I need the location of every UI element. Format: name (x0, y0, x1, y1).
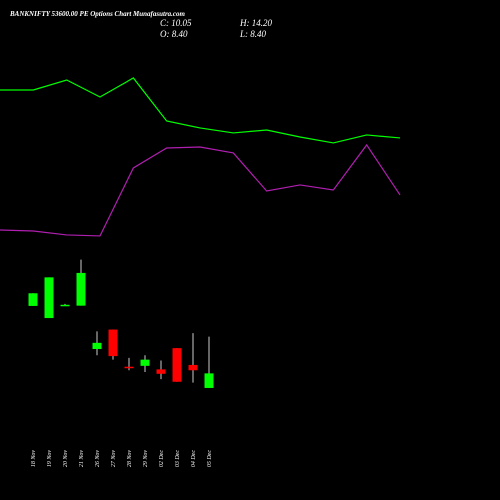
x-tick-label: 21 Nov (79, 450, 85, 468)
x-tick-label: 04 Dec (190, 450, 197, 467)
x-tick-label: 19 Nov (47, 450, 53, 468)
x-tick-label: 26 Nov (95, 450, 101, 468)
x-tick-label: 05 Dec (207, 450, 213, 467)
header-stat: H: 14.20 (239, 18, 272, 28)
candle-body (60, 304, 70, 307)
candle-body (76, 272, 86, 306)
header-stat: L: 8.40 (239, 29, 267, 39)
candle-body (140, 359, 150, 366)
candle-body (188, 364, 198, 371)
candle-body (28, 293, 38, 306)
chart-title: BANKNIFTY 53600.00 PE Options Chart Muna… (9, 10, 186, 18)
candle-body (172, 348, 182, 382)
line-series (0, 143, 401, 237)
x-tick-label: 28 Nov (127, 450, 133, 468)
candle-body (108, 329, 118, 357)
header-stat: C: 10.05 (160, 18, 192, 28)
x-tick-label: 18 Nov (31, 450, 37, 468)
line-series (0, 77, 401, 144)
candle-body (92, 342, 102, 350)
x-tick-label: 03 Dec (175, 450, 181, 467)
candle-body (156, 369, 166, 374)
x-tick-label: 29 Nov (143, 450, 149, 468)
x-tick-label: 02 Dec (159, 450, 165, 467)
candle-body (124, 366, 134, 369)
candle-body (44, 277, 54, 319)
candle-body (204, 373, 214, 388)
header-stat: O: 8.40 (160, 29, 188, 39)
x-tick-label: 20 Nov (63, 450, 69, 468)
x-tick-label: 27 Nov (111, 450, 117, 468)
